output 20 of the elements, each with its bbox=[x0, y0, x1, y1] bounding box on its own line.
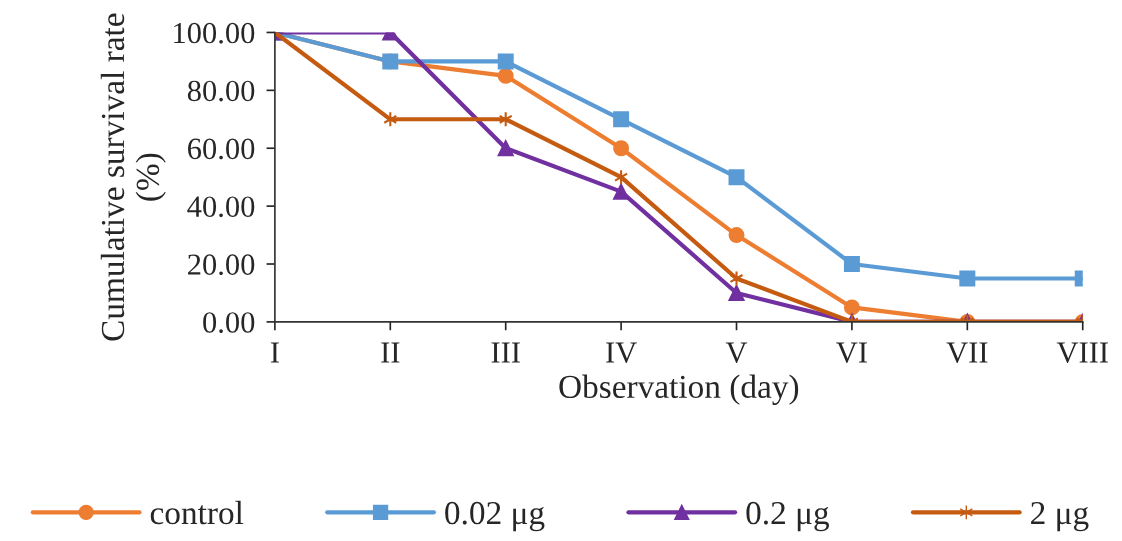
legend-label: 0.2 μg bbox=[746, 501, 830, 532]
legend-label: 0.02 μg bbox=[445, 501, 545, 532]
y-axis-title: Cumulative survival rate (%) bbox=[100, 13, 166, 341]
legend-label: 2 μg bbox=[1031, 501, 1089, 532]
y-tick-label: 60.00 bbox=[188, 138, 255, 160]
x-axis-title: Observation (day) bbox=[559, 374, 799, 405]
y-tick-label: 0.00 bbox=[203, 312, 255, 333]
x-tick-label: VII bbox=[946, 342, 988, 364]
x-tick-label: I bbox=[270, 342, 279, 363]
x-tick-label: VI bbox=[836, 342, 867, 364]
x-tick-label: VIII bbox=[1056, 342, 1108, 364]
y-tick-label: 40.00 bbox=[187, 196, 255, 218]
y-tick-label: 20.00 bbox=[188, 254, 255, 276]
legend-label: control bbox=[150, 500, 244, 525]
x-tick-label: III bbox=[491, 342, 520, 363]
y-tick-label: 100.00 bbox=[174, 22, 255, 44]
x-tick-label: II bbox=[381, 342, 400, 363]
x-tick-label: IV bbox=[606, 342, 637, 364]
y-tick-label: 80.00 bbox=[187, 80, 255, 102]
x-tick-label: V bbox=[725, 342, 748, 364]
